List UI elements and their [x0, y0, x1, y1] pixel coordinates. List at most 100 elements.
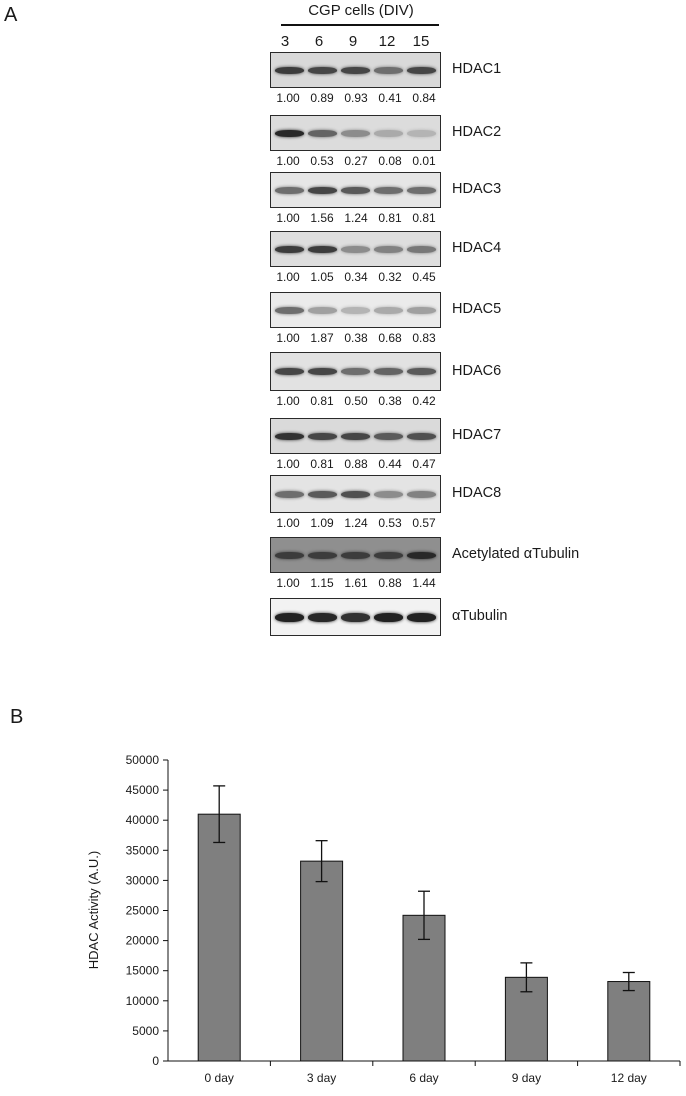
blot-band	[275, 612, 304, 622]
lane-label: 6	[314, 33, 324, 50]
y-tick-label: 30000	[126, 873, 160, 887]
blot-band	[341, 129, 370, 137]
x-tick-label: 12 day	[611, 1071, 647, 1085]
blot-image	[270, 115, 441, 151]
protein-label: HDAC3	[452, 181, 502, 197]
blot-image	[270, 598, 441, 636]
density-value: 0.57	[412, 516, 436, 530]
x-tick-label: 0 day	[205, 1071, 234, 1085]
blot-band	[341, 612, 370, 622]
density-value: 0.41	[378, 91, 402, 105]
blot-band	[308, 306, 337, 314]
density-value: 0.44	[378, 457, 402, 471]
blot-image	[270, 537, 441, 573]
blot-image	[270, 418, 441, 454]
density-value: 1.24	[344, 516, 368, 530]
bar	[197, 813, 241, 1062]
density-value: 0.81	[412, 211, 436, 225]
density-value: 1.87	[310, 331, 334, 345]
x-tick-label: 3 day	[307, 1071, 336, 1085]
blot-band	[275, 551, 304, 559]
y-axis: 0 5000 10000 15000 20000 25000 30000 35000 40000…	[126, 753, 169, 1068]
blot-band	[308, 490, 337, 498]
density-value: 1.24	[344, 211, 368, 225]
blot-band	[407, 245, 436, 253]
protein-label: HDAC6	[452, 362, 502, 379]
y-tick-label: 40000	[126, 813, 160, 827]
bar	[300, 860, 344, 1062]
blot-band	[308, 129, 337, 137]
blot-band	[374, 368, 403, 375]
lane-label: 15	[412, 33, 430, 50]
lane-label: 9	[348, 33, 358, 50]
protein-label: αTubulin	[452, 608, 508, 624]
density-value: 0.88	[344, 457, 368, 471]
y-tick-label: 20000	[126, 934, 160, 948]
density-value: 1.00	[276, 91, 300, 105]
density-value: 0.45	[412, 270, 436, 284]
blot-band	[308, 186, 337, 194]
blot-band	[341, 432, 370, 440]
blot-header-title: CGP cells (DIV)	[308, 2, 414, 19]
density-value: 0.42	[412, 394, 436, 408]
y-tick-label: 5000	[132, 1024, 159, 1038]
x-axis: 0 day 3 day 6 day 9 day 12 day	[168, 1060, 681, 1085]
density-value: 1.56	[310, 211, 334, 225]
blot-band	[374, 432, 403, 440]
blot-band	[407, 612, 436, 622]
density-value: 1.00	[276, 516, 300, 530]
blot-band	[341, 551, 370, 559]
blot-band	[275, 245, 304, 253]
y-tick-label: 15000	[126, 964, 160, 978]
density-value: 0.08	[378, 154, 402, 168]
blot-image	[270, 172, 441, 208]
density-value: 1.15	[310, 576, 334, 590]
density-value: 0.81	[310, 394, 334, 408]
blot-band	[308, 66, 337, 74]
density-value: 0.93	[344, 91, 368, 105]
blot-band	[341, 186, 370, 194]
blot-band	[275, 186, 304, 194]
blot-band	[374, 66, 403, 74]
y-tick-label: 45000	[126, 783, 160, 797]
protein-label: Acetylated αTubulin	[452, 546, 580, 562]
blot-image	[270, 475, 441, 513]
density-value: 1.00	[276, 211, 300, 225]
blot-band	[308, 432, 337, 440]
blot-band	[275, 66, 304, 74]
blot-band	[407, 186, 436, 194]
blot-band	[275, 490, 304, 498]
blot-band	[275, 368, 304, 375]
density-value: 1.00	[276, 270, 300, 284]
blot-band	[374, 306, 403, 314]
y-tick-label: 10000	[126, 994, 160, 1008]
x-tick-label: 9 day	[512, 1071, 541, 1085]
blot-header-line	[281, 24, 439, 26]
density-value: 0.68	[378, 331, 402, 345]
protein-label: HDAC5	[452, 301, 502, 317]
blot-band	[407, 551, 436, 559]
density-value: 1.00	[276, 576, 300, 590]
blot-band	[407, 306, 436, 314]
density-value: 0.53	[310, 154, 334, 168]
hdac-activity-bar-chart: 0 5000 10000 15000 20000 25000 30000 35000 40000…	[86, 753, 681, 1085]
blot-band	[275, 306, 304, 314]
density-value: 1.09	[310, 516, 334, 530]
density-value: 0.01	[412, 154, 436, 168]
x-tick-label: 6 day	[409, 1071, 438, 1085]
blot-image	[270, 52, 441, 88]
blot-band	[407, 432, 436, 440]
blot-band	[341, 245, 370, 253]
panel-b-label: B	[10, 706, 24, 728]
protein-label: HDAC8	[452, 485, 502, 501]
blot-band	[275, 129, 304, 137]
density-value: 1.61	[344, 576, 368, 590]
blot-band	[341, 306, 370, 314]
blot-image	[270, 292, 441, 328]
blot-band	[308, 612, 337, 622]
blot-band	[308, 551, 337, 559]
density-value: 0.32	[378, 270, 402, 284]
blot-band	[407, 66, 436, 74]
blot-band	[308, 245, 337, 253]
blot-band	[374, 490, 403, 498]
